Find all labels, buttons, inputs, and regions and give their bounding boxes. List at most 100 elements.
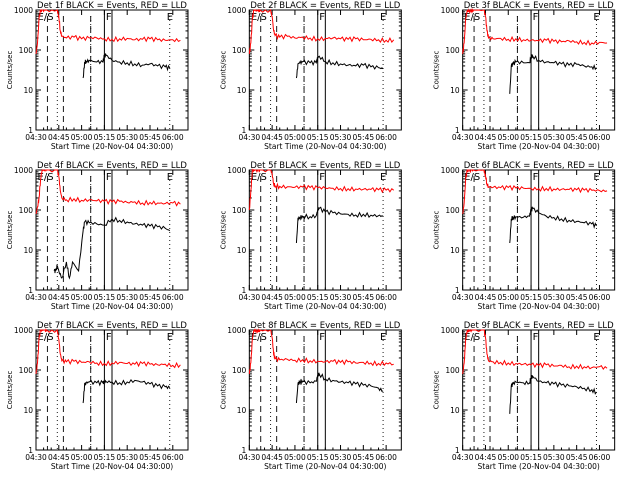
x-tick-label: 05:15 — [520, 133, 542, 142]
x-tick-label: 05:45 — [353, 133, 375, 142]
y-axis-label: Counts/sec — [6, 51, 14, 90]
marker-label-es: E/S — [38, 332, 54, 343]
events-series-line — [82, 53, 171, 79]
x-tick-label: 05:30 — [330, 453, 352, 462]
y-tick-label: 10 — [450, 86, 460, 95]
x-axis-label: Start Time (20-Nov-04 04:30:00) — [478, 142, 600, 151]
y-tick-label: 100 — [19, 46, 34, 55]
x-tick-label: 06:00 — [589, 133, 611, 142]
y-tick-label: 1000 — [14, 6, 33, 15]
x-tick-label: 05:45 — [353, 453, 375, 462]
x-tick-label: 05:00 — [71, 453, 93, 462]
lld-series-line — [462, 169, 608, 215]
marker-label-es: E/S — [251, 172, 267, 183]
marker-label-f: F — [533, 12, 539, 23]
chart-panel-3: Det 3f BLACK = Events, RED = LLD 1 10 100 10… — [433, 1, 616, 151]
y-axis-label: Counts/sec — [6, 371, 14, 410]
marker-label-es: E/S — [38, 12, 54, 23]
x-tick-label: 04:30 — [239, 293, 261, 302]
y-axis-label: Counts/sec — [433, 371, 441, 410]
x-tick-label: 04:30 — [25, 293, 47, 302]
y-tick-label: 100 — [19, 206, 34, 215]
x-tick-label: 04:45 — [48, 453, 70, 462]
y-tick-label: 1000 — [441, 6, 460, 15]
y-tick-label: 100 — [445, 366, 460, 375]
x-tick-label: 06:00 — [162, 453, 184, 462]
x-tick-label: 05:15 — [307, 453, 329, 462]
x-tick-label: 05:15 — [520, 453, 542, 462]
events-series-line — [509, 375, 597, 414]
x-tick-label: 05:00 — [71, 133, 93, 142]
x-axis-label: Start Time (20-Nov-04 04:30:00) — [264, 142, 386, 151]
events-series-line — [295, 206, 384, 244]
lld-series-line — [462, 8, 608, 54]
x-axis-label: Start Time (20-Nov-04 04:30:00) — [51, 302, 173, 311]
x-tick-label: 04:30 — [239, 133, 261, 142]
x-tick-label: 04:45 — [261, 453, 283, 462]
x-tick-label: 05:15 — [94, 293, 116, 302]
marker-label-f: F — [106, 332, 112, 343]
y-tick-label: 10 — [23, 246, 33, 255]
x-tick-label: 04:45 — [475, 453, 497, 462]
marker-label-es: E/S — [464, 172, 480, 183]
marker-label-f: F — [533, 172, 539, 183]
y-tick-label: 1000 — [14, 326, 33, 335]
x-tick-label: 06:00 — [589, 453, 611, 462]
x-tick-label: 04:30 — [452, 133, 474, 142]
x-tick-label: 06:00 — [375, 133, 397, 142]
events-series-line — [509, 54, 597, 94]
x-tick-label: 05:00 — [497, 133, 519, 142]
events-series-line — [82, 379, 171, 404]
x-tick-label: 05:30 — [116, 293, 138, 302]
x-tick-label: 05:00 — [497, 293, 519, 302]
x-tick-label: 05:45 — [566, 453, 588, 462]
y-tick-label: 1000 — [441, 326, 460, 335]
lld-series-line — [35, 328, 181, 374]
y-tick-label: 100 — [19, 366, 34, 375]
y-tick-label: 1000 — [227, 6, 246, 15]
lld-series-line — [248, 8, 395, 54]
x-axis-label: Start Time (20-Nov-04 04:30:00) — [264, 302, 386, 311]
marker-label-e: E — [167, 172, 173, 183]
marker-label-e: E — [167, 332, 173, 343]
x-tick-label: 05:30 — [543, 293, 565, 302]
lld-series-line — [462, 328, 608, 374]
marker-label-e: E — [167, 12, 173, 23]
y-tick-label: 100 — [445, 206, 460, 215]
y-tick-label: 1 — [242, 126, 247, 135]
y-tick-label: 1 — [28, 286, 33, 295]
marker-label-e: E — [593, 332, 599, 343]
marker-label-f: F — [319, 332, 325, 343]
events-series-line — [53, 216, 171, 280]
x-tick-label: 05:15 — [307, 293, 329, 302]
y-axis-label: Counts/sec — [219, 51, 227, 90]
x-tick-label: 04:30 — [25, 133, 47, 142]
x-tick-label: 05:30 — [116, 453, 138, 462]
x-axis-label: Start Time (20-Nov-04 04:30:00) — [478, 462, 600, 471]
marker-label-es: E/S — [464, 332, 480, 343]
x-tick-label: 05:30 — [543, 133, 565, 142]
marker-label-e: E — [380, 172, 386, 183]
x-tick-label: 05:15 — [94, 453, 116, 462]
y-tick-label: 1 — [455, 286, 460, 295]
chart-title: Det 6f BLACK = Events, RED = LLD — [464, 161, 614, 171]
marker-label-f: F — [106, 12, 112, 23]
marker-label-es: E/S — [251, 332, 267, 343]
x-tick-label: 05:45 — [139, 293, 161, 302]
chart-panel-4: Det 4f BLACK = Events, RED = LLD 1 10 100 10… — [6, 161, 189, 311]
y-tick-label: 10 — [450, 406, 460, 415]
chart-title: Det 1f BLACK = Events, RED = LLD — [37, 1, 187, 11]
x-tick-label: 04:45 — [475, 293, 497, 302]
y-tick-label: 10 — [237, 406, 247, 415]
chart-panel-1: Det 1f BLACK = Events, RED = LLD 1 10 100 10… — [6, 1, 189, 151]
y-axis-label: Counts/sec — [219, 211, 227, 250]
x-tick-label: 05:45 — [139, 133, 161, 142]
x-tick-label: 05:00 — [284, 293, 306, 302]
x-tick-label: 05:30 — [543, 453, 565, 462]
x-tick-label: 05:30 — [330, 133, 352, 142]
x-tick-label: 06:00 — [375, 293, 397, 302]
x-tick-label: 04:30 — [452, 293, 474, 302]
y-tick-label: 100 — [445, 46, 460, 55]
events-series-line — [295, 372, 384, 404]
